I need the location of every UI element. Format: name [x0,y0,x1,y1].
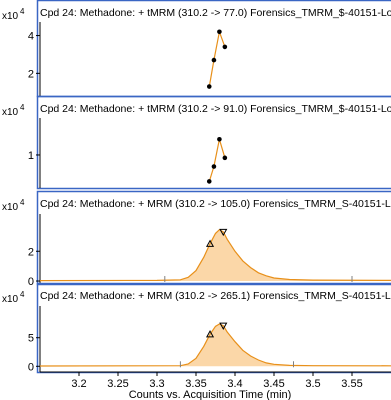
y-tick-label: 4 [28,31,34,43]
peak-marker-triangle [205,330,215,338]
data-point [206,179,212,184]
x-tick-label: 3.45 [263,378,284,390]
y-tick-label: 0 [28,361,34,373]
y-exponent-label: 4 [20,198,25,207]
y-tick-label: 2 [28,246,34,258]
data-point [206,84,212,89]
y-multiplier-label: x10 [2,202,19,213]
y-multiplier-label: x10 [2,107,19,118]
trace-line [39,228,391,282]
chromatogram-panel-4: Cpd 24: Methadone: + MRM (310.2 -> 265.1… [2,282,391,373]
peak-marker-triangle [205,239,215,247]
y-multiplier-label: x10 [2,294,19,305]
trace-line [39,323,391,367]
y-exponent-label: 4 [20,7,25,16]
x-tick-label: 3.35 [185,378,206,390]
panel-title: Cpd 24: Methadone: + MRM (310.2 -> 105.0… [40,198,391,210]
x-axis-label: Counts vs. Acquisition Time (min) [129,389,292,400]
peak-area-fill [40,229,391,281]
panel-title: Cpd 24: Methadone: + MRM (310.2 -> 265.1… [40,290,391,302]
x-tick-label: 3.2 [71,378,86,390]
y-tick-label: 1 [28,150,34,162]
y-exponent-label: 4 [20,290,25,299]
x-tick-label: 3.4 [227,378,242,390]
x-tick-label: 3.55 [341,378,362,390]
panel-title: Cpd 24: Methadone: + tMRM (310.2 -> 77.0… [40,7,391,19]
trace-line [208,139,226,182]
peak-marker-triangle [219,322,228,330]
data-point [217,29,222,35]
data-point [222,155,228,161]
y-tick-label: 2 [28,68,34,80]
data-point [211,164,217,169]
panel-frame [36,190,391,286]
chromatogram-panel-3: Cpd 24: Methadone: + MRM (310.2 -> 105.0… [2,190,391,288]
data-point [211,57,217,63]
peak-area-fill [40,324,391,367]
chromatogram-panel-1: Cpd 24: Methadone: + tMRM (310.2 -> 77.0… [2,0,391,98]
y-multiplier-label: x10 [2,11,19,22]
peak-marker-triangle [219,228,228,237]
panels-layer: Cpd 24: Methadone: + tMRM (310.2 -> 77.0… [2,0,391,373]
y-tick-label: 0 [28,276,34,288]
x-tick-label: 3.25 [107,378,128,390]
x-tick-label: 3.5 [305,378,320,390]
panel-frame [36,95,391,190]
x-axis: 3.2 3.25 3.3 3.35 3.4 3.45 3.5 3.55 [40,371,391,390]
data-point [217,136,222,142]
y-tick-label: 5 [28,333,34,345]
x-tick-label: 3.3 [149,378,164,390]
panel-title: Cpd 24: Methadone: + tMRM (310.2 -> 91.0… [40,103,391,115]
chromatogram-panel-2: Cpd 24: Methadone: + tMRM (310.2 -> 91.0… [2,95,391,190]
data-point [222,44,228,50]
y-exponent-label: 4 [20,103,25,112]
trace-line [208,29,226,87]
